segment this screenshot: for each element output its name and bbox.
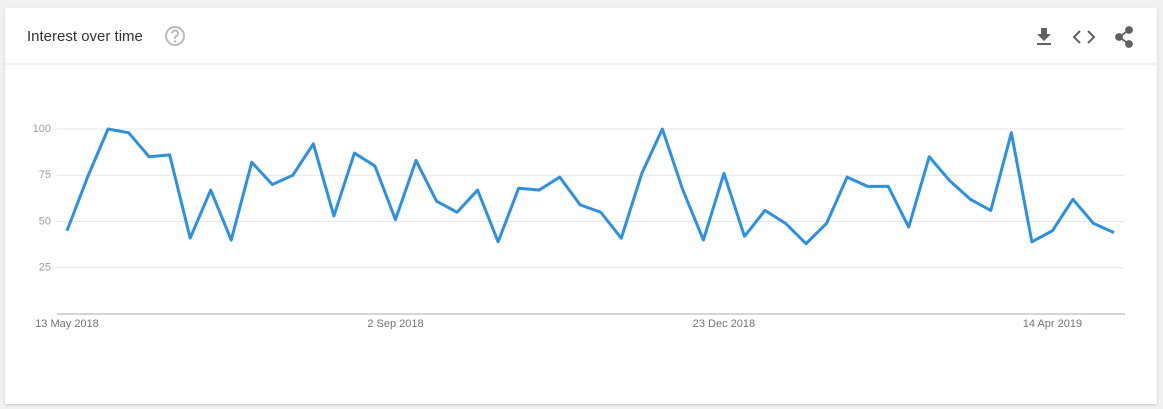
help-icon[interactable] (165, 26, 185, 46)
x-tick-label: 13 May 2018 (35, 318, 99, 330)
plot: 25 50 75 100 13 May 2018 2 Sep 2018 23 Dec 201… (33, 123, 1125, 330)
share-button[interactable] (1115, 26, 1133, 48)
x-tick-label: 14 Apr 2019 (1023, 318, 1082, 330)
trend-line (65, 127, 1115, 246)
x-tick-label: 23 Dec 2018 (693, 318, 755, 330)
embed-button[interactable] (1072, 30, 1096, 44)
card-title: Interest over time (27, 28, 143, 45)
x-tick-label: 2 Sep 2018 (367, 318, 423, 330)
y-tick-label: 75 (39, 169, 51, 181)
download-button[interactable] (1037, 28, 1051, 45)
y-tick-label: 50 (39, 215, 51, 227)
y-tick-label: 25 (39, 262, 51, 274)
y-tick-label: 100 (33, 123, 51, 135)
